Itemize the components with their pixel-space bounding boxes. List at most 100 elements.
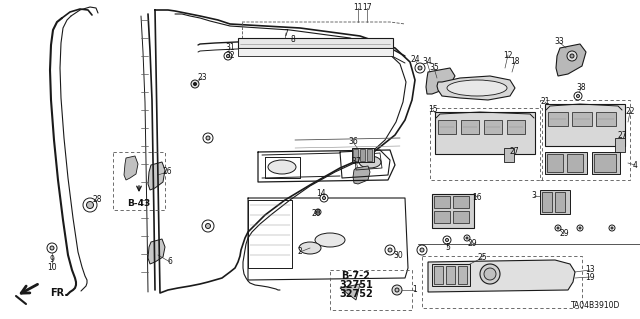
Polygon shape: [428, 260, 575, 292]
Text: 25: 25: [477, 254, 487, 263]
Bar: [461, 120, 479, 134]
Circle shape: [415, 63, 425, 73]
Text: 20: 20: [311, 209, 321, 218]
Circle shape: [193, 83, 196, 85]
Bar: [360, 149, 365, 161]
Polygon shape: [148, 239, 165, 264]
Bar: [353, 149, 358, 161]
Bar: [446, 266, 455, 284]
Polygon shape: [148, 162, 165, 190]
Bar: [545, 104, 625, 146]
Text: B-7-2: B-7-2: [342, 271, 371, 281]
Text: 32752: 32752: [339, 289, 373, 299]
Text: 29: 29: [559, 229, 569, 239]
Text: 19: 19: [585, 272, 595, 281]
Circle shape: [395, 288, 399, 292]
Polygon shape: [340, 284, 360, 300]
Bar: [458, 266, 467, 284]
Text: 11: 11: [353, 4, 363, 12]
Text: 22: 22: [625, 108, 635, 116]
Text: B-43: B-43: [127, 198, 150, 207]
Text: FR.: FR.: [50, 288, 68, 298]
Text: 24: 24: [410, 56, 420, 64]
Text: 27: 27: [509, 147, 519, 157]
Circle shape: [203, 133, 213, 143]
Circle shape: [555, 225, 561, 231]
Bar: [330, 270, 412, 310]
Circle shape: [317, 211, 319, 213]
Text: 2: 2: [298, 248, 302, 256]
Circle shape: [50, 246, 54, 250]
Bar: [434, 266, 443, 284]
Circle shape: [577, 225, 583, 231]
Text: 31: 31: [225, 43, 235, 53]
Text: 9: 9: [49, 256, 54, 264]
Bar: [435, 112, 535, 154]
Ellipse shape: [268, 160, 296, 174]
Circle shape: [557, 227, 559, 229]
Text: 33: 33: [554, 38, 564, 47]
Bar: [432, 194, 474, 228]
Bar: [547, 154, 563, 172]
Bar: [430, 108, 542, 180]
Circle shape: [47, 243, 57, 253]
Bar: [453, 196, 469, 208]
Circle shape: [445, 239, 449, 241]
Circle shape: [86, 202, 93, 209]
Circle shape: [466, 237, 468, 239]
Text: TA04B3910D: TA04B3910D: [571, 301, 620, 310]
Circle shape: [579, 227, 581, 229]
Bar: [432, 264, 470, 286]
Text: 1: 1: [413, 286, 417, 294]
Bar: [453, 211, 469, 223]
Text: 17: 17: [362, 4, 372, 12]
Circle shape: [320, 194, 328, 202]
Circle shape: [574, 92, 582, 100]
Text: 15: 15: [428, 106, 438, 115]
Text: 36: 36: [348, 137, 358, 146]
Polygon shape: [124, 156, 138, 180]
Polygon shape: [437, 76, 515, 100]
Text: 28: 28: [92, 196, 102, 204]
Bar: [367, 149, 372, 161]
Text: 35: 35: [429, 63, 439, 72]
Text: 26: 26: [162, 167, 172, 176]
Bar: [507, 120, 525, 134]
Circle shape: [206, 136, 210, 140]
Bar: [422, 256, 582, 308]
Bar: [238, 38, 393, 48]
Circle shape: [227, 55, 230, 57]
Bar: [567, 154, 583, 172]
Bar: [434, 196, 450, 208]
Text: 32: 32: [225, 50, 235, 60]
Bar: [542, 192, 552, 212]
Text: 3: 3: [532, 191, 536, 201]
Circle shape: [417, 245, 427, 255]
Text: 38: 38: [576, 84, 586, 93]
Bar: [615, 138, 625, 152]
Text: 5: 5: [445, 243, 451, 253]
Text: 21: 21: [540, 98, 550, 107]
Ellipse shape: [447, 80, 507, 96]
Circle shape: [609, 225, 615, 231]
Text: 27: 27: [617, 130, 627, 139]
Circle shape: [480, 264, 500, 284]
Text: 12: 12: [503, 50, 513, 60]
Polygon shape: [556, 44, 586, 76]
Text: 7: 7: [284, 28, 289, 38]
Polygon shape: [353, 166, 370, 184]
Circle shape: [205, 224, 211, 228]
Bar: [545, 152, 587, 174]
Bar: [555, 192, 565, 212]
Bar: [434, 211, 450, 223]
Bar: [548, 112, 568, 126]
Text: 37: 37: [351, 158, 361, 167]
Ellipse shape: [315, 233, 345, 247]
Text: 30: 30: [393, 250, 403, 259]
Circle shape: [323, 197, 326, 199]
Bar: [596, 112, 616, 126]
Circle shape: [191, 80, 199, 88]
Text: 18: 18: [510, 57, 520, 66]
Circle shape: [315, 209, 321, 215]
Ellipse shape: [359, 156, 381, 168]
